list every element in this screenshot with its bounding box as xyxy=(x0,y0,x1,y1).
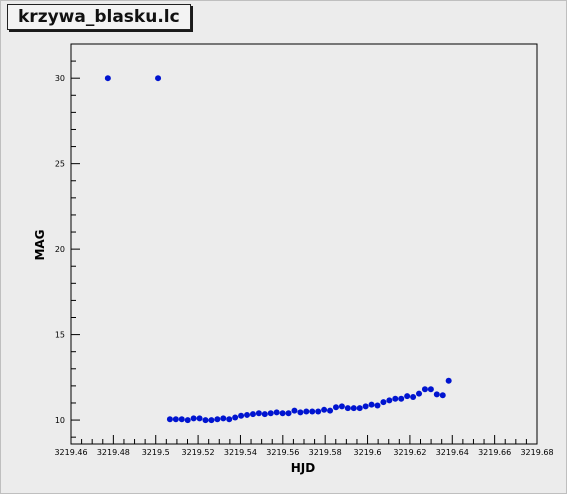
data-point xyxy=(196,415,203,422)
data-point xyxy=(226,416,233,423)
data-point xyxy=(445,377,452,384)
data-point xyxy=(279,410,286,417)
data-point xyxy=(232,414,239,421)
data-point xyxy=(303,408,310,415)
x-tick-label: 3219.54 xyxy=(224,448,257,457)
data-point xyxy=(220,415,227,422)
data-point xyxy=(332,404,339,411)
data-point xyxy=(344,405,351,412)
data-point xyxy=(291,407,298,414)
y-tick-label: 30 xyxy=(55,74,65,83)
data-point xyxy=(285,410,292,417)
data-point xyxy=(249,411,256,418)
data-point xyxy=(255,410,262,417)
data-point xyxy=(362,403,369,410)
data-point xyxy=(392,395,399,402)
canvas-title: krzywa_blasku.lc xyxy=(7,4,191,30)
x-axis-ticks: 3219.46 3219.48 3219.5 3219.52 3219.54 3219.5… xyxy=(54,435,554,457)
y-tick-label: 10 xyxy=(55,416,65,425)
data-point xyxy=(416,390,423,397)
data-point xyxy=(297,409,304,416)
data-point xyxy=(315,408,322,415)
data-point xyxy=(267,410,274,417)
x-tick-label: 3219.6 xyxy=(354,448,382,457)
data-point xyxy=(321,406,328,413)
data-point xyxy=(273,409,280,416)
data-point xyxy=(104,75,111,82)
data-point xyxy=(178,416,185,423)
x-tick-label: 3219.66 xyxy=(478,448,511,457)
data-point xyxy=(439,392,446,399)
data-point xyxy=(356,405,363,412)
x-tick-label: 3219.58 xyxy=(309,448,342,457)
y-axis-title: MAG xyxy=(33,229,47,260)
data-point xyxy=(261,411,268,418)
x-tick-label: 3219.56 xyxy=(266,448,299,457)
x-tick-label: 3219.52 xyxy=(182,448,215,457)
data-point xyxy=(433,391,440,398)
data-point xyxy=(386,397,393,404)
y-tick-label: 20 xyxy=(55,245,65,254)
x-tick-label: 3219.62 xyxy=(393,448,426,457)
data-point xyxy=(238,412,245,419)
x-tick-label: 3219.68 xyxy=(520,448,553,457)
data-point xyxy=(309,408,316,415)
plot-area xyxy=(70,43,538,445)
data-point xyxy=(208,417,215,424)
y-tick-label: 25 xyxy=(55,160,65,169)
data-point xyxy=(380,399,387,406)
data-point xyxy=(338,403,345,410)
data-point xyxy=(214,416,221,423)
data-point xyxy=(155,75,162,82)
data-point xyxy=(166,416,173,423)
data-point xyxy=(410,393,417,400)
y-axis-ticks: 10 15 20 25 30 xyxy=(55,43,80,438)
data-point xyxy=(202,417,209,424)
data-point xyxy=(350,405,357,412)
data-point xyxy=(404,393,411,400)
data-point xyxy=(172,416,179,423)
data-point xyxy=(184,417,191,424)
data-point xyxy=(398,395,405,402)
data-points xyxy=(104,75,452,424)
data-point xyxy=(190,415,197,422)
x-tick-label: 3219.5 xyxy=(142,448,170,457)
x-axis-title: HJD xyxy=(291,461,316,475)
data-point xyxy=(374,402,381,409)
data-point xyxy=(244,411,251,418)
data-point xyxy=(427,386,434,393)
x-tick-label: 3219.46 xyxy=(54,448,87,457)
data-point xyxy=(421,386,428,393)
data-point xyxy=(327,407,334,414)
x-tick-label: 3219.64 xyxy=(436,448,469,457)
y-tick-label: 15 xyxy=(55,331,65,340)
data-point xyxy=(368,401,375,408)
x-tick-label: 3219.48 xyxy=(97,448,130,457)
